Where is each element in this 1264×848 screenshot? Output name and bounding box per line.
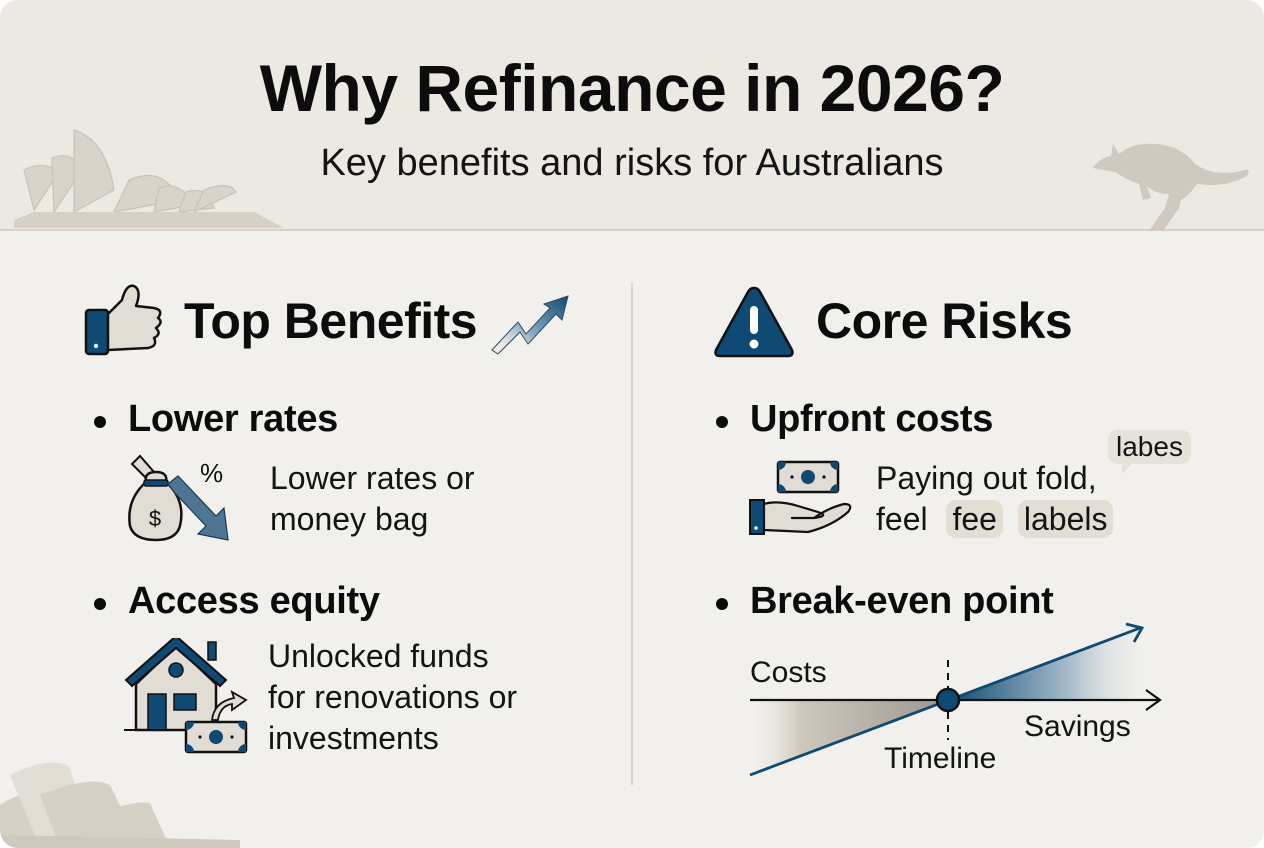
house-with-cash-icon [124, 638, 248, 754]
benefit-desc-access-equity: Unlocked funds for renovations or invest… [268, 636, 517, 759]
desc-line-with-chips: feel fee labels [876, 499, 1114, 540]
trending-up-arrow-icon [491, 295, 569, 355]
desc-line: money bag [270, 501, 429, 537]
thumbs-up-icon [84, 284, 162, 356]
speech-bubble-label: labes [1108, 430, 1191, 474]
desc-line: investments [268, 720, 439, 756]
page-title: Why Refinance in 2026? [259, 51, 1005, 125]
hand-with-cash-icon [749, 460, 852, 535]
risks-heading: Core Risks [816, 293, 1073, 349]
kangaroo-icon [1093, 143, 1249, 231]
risk-desc-upfront-costs: Paying out fold, feel fee labels [876, 458, 1114, 540]
page-subtitle: Key benefits and risks for Australians [320, 142, 944, 184]
svg-text:%: % [200, 458, 223, 488]
sydney-opera-house-silhouette-icon [0, 762, 240, 848]
benefits-heading: Top Benefits [184, 293, 478, 349]
desc-word: feel [876, 501, 928, 537]
risk-title-upfront-costs: Upfront costs [715, 398, 994, 440]
svg-text:$: $ [149, 506, 161, 531]
risk-title-break-even: Break-even point [716, 580, 1054, 622]
column-divider [631, 283, 633, 785]
desc-line: Unlocked funds [268, 638, 489, 674]
warning-triangle-icon [714, 286, 794, 358]
desc-line: Lower rates or [270, 460, 475, 496]
benefit-title-lower-rates: Lower rates [93, 398, 339, 440]
chart-costs-label: Costs [750, 656, 827, 689]
break-even-chart [749, 622, 1162, 777]
desc-line: Paying out fold, [876, 460, 1097, 496]
chart-timeline-label: Timeline [884, 742, 997, 775]
labels-chip: labels [1017, 500, 1114, 538]
money-bag-down-arrow-icon: $ % [128, 454, 229, 542]
sydney-opera-house-icon [14, 129, 284, 228]
benefit-title-access-equity: Access equity [94, 580, 380, 622]
header-banner: Why Refinance in 2026? Key benefits and … [0, 0, 1264, 231]
fee-chip: fee [946, 500, 1003, 538]
chart-savings-label: Savings [1024, 710, 1131, 743]
benefit-desc-lower-rates: Lower rates or money bag [270, 458, 475, 540]
desc-line: for renovations or [268, 679, 518, 715]
